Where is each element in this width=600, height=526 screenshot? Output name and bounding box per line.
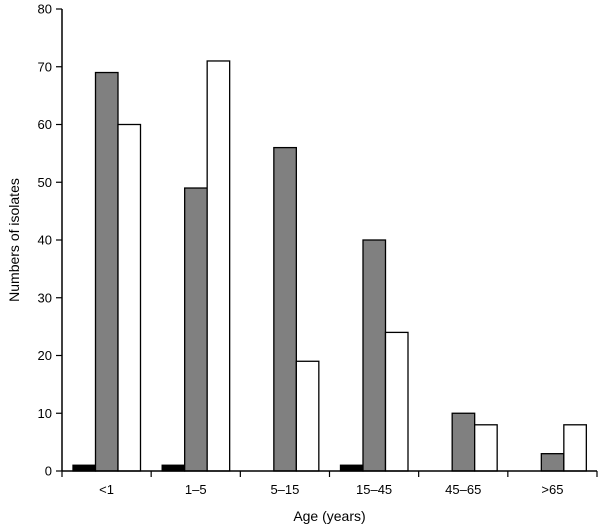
x-tick-label: 15–45 [356,482,392,497]
y-tick-label: 70 [38,59,52,74]
bars-layer [72,60,587,472]
y-tick-label: 20 [38,348,52,363]
y-tick-label: 30 [38,290,52,305]
bar-series-2 [184,187,208,472]
bar-series-3 [117,123,142,472]
bar-series-3 [295,360,320,472]
y-axis-title: Numbers of isolates [6,178,22,302]
bar-series-2 [540,453,565,472]
y-tick-label: 0 [45,464,52,479]
x-tick-label: 1–5 [185,482,207,497]
x-tick-label: 45–65 [445,482,481,497]
y-tick-label: 50 [38,175,52,190]
y-tick-label: 80 [38,2,52,17]
x-tick-label: >65 [541,482,563,497]
x-tick-label: 5–15 [270,482,299,497]
bar-series-3 [206,60,231,472]
bar-series-3 [474,424,498,472]
bar-series-1 [72,464,97,472]
bar-series-2 [451,412,476,472]
x-axis-title: Age (years) [293,508,365,524]
bar-series-2 [94,71,119,472]
bar-series-3 [563,424,587,472]
bar-series-2 [362,239,387,472]
y-tick-label: 10 [38,406,52,421]
x-axis-ticks: <1 1–5 5–15 15–45 45–65 >65 [61,471,598,497]
bar-series-1 [161,464,186,472]
y-tick-label: 40 [38,233,52,248]
x-tick-label: <1 [99,482,114,497]
y-axis-ticks: 0 10 20 30 40 50 60 70 80 [38,2,62,479]
y-tick-label: 60 [38,117,52,132]
bar-series-1 [339,464,364,472]
bar-series-2 [273,146,297,472]
bar-series-3 [384,331,409,472]
